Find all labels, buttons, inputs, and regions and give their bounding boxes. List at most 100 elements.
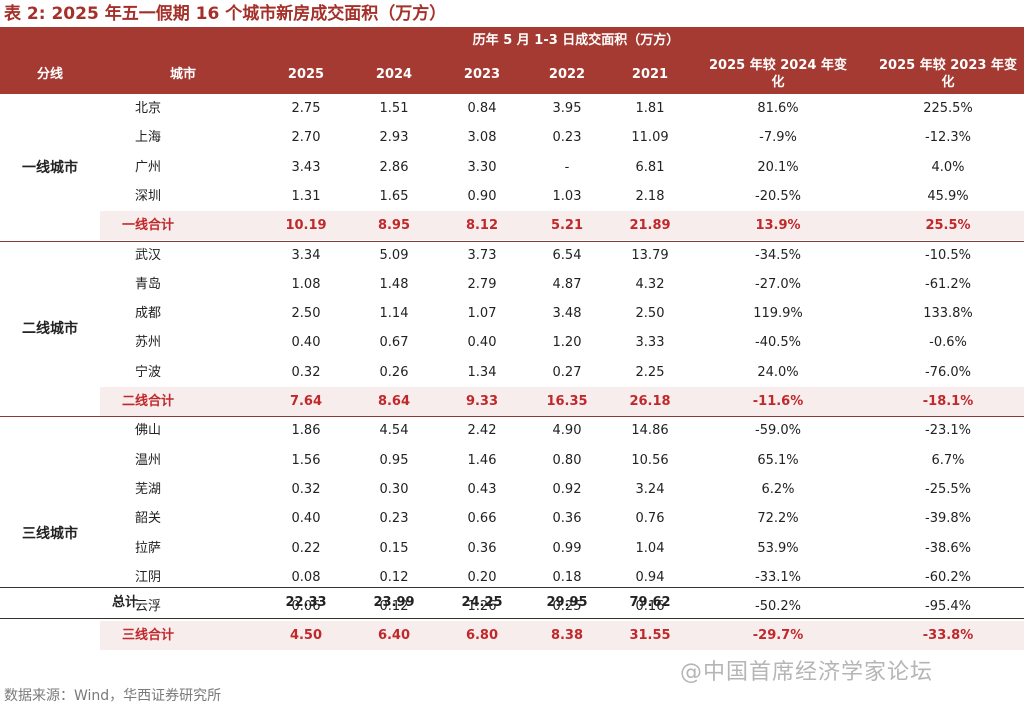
cell-2023: 3.08 [467, 130, 497, 146]
cell-change-2023: -95.4% [925, 599, 971, 615]
header-2025: 2025 [287, 66, 325, 82]
cell-2022: 0.99 [552, 540, 582, 556]
cell-2025: 0.40 [291, 335, 321, 351]
cell-2025: 0.32 [291, 481, 321, 497]
cell-change-2023: 6.7% [931, 452, 965, 468]
cell-change-2024: 20.1% [757, 159, 799, 175]
tier-label: 三线城市 [22, 526, 78, 543]
subtotal-2022: 5.21 [550, 218, 584, 234]
cell-change-2023: -38.6% [925, 540, 971, 556]
cell-change-2023: -60.2% [925, 569, 971, 585]
cell-2021: 2.18 [635, 188, 665, 204]
cell-change-2024: -27.0% [755, 276, 801, 292]
cell-2023: 0.66 [467, 511, 497, 527]
cell-2021: 2.25 [635, 364, 665, 380]
subtotal-row: 二线合计 7.64 8.64 9.33 16.35 26.18 -11.6% -18.1% [100, 387, 1024, 416]
table-row: 拉萨 0.22 0.15 0.36 0.99 1.04 53.9% -38.6% [100, 534, 1024, 563]
table-row: 上海 2.70 2.93 3.08 0.23 11.09 -7.9% -12.3% [100, 123, 1024, 152]
cell-city: 上海 [134, 130, 161, 146]
cell-change-2023: 225.5% [923, 101, 973, 116]
subtotal-2024: 6.40 [377, 628, 411, 644]
header-city: 城市 [169, 66, 196, 82]
subtotal-change-2024: -29.7% [752, 628, 804, 644]
cell-change-2023: -76.0% [925, 364, 971, 380]
cell-2023: 0.84 [467, 101, 497, 116]
table-row: 江阴 0.08 0.12 0.20 0.18 0.94 -33.1% -60.2% [100, 563, 1024, 592]
cell-2025: 0.06 [291, 599, 321, 615]
cell-2025: 2.70 [291, 130, 321, 146]
cell-change-2024: -20.5% [755, 188, 801, 204]
cell-2022: 3.48 [552, 306, 582, 322]
table-row: 成都 2.50 1.14 1.07 3.48 2.50 119.9% 133.8% [100, 299, 1024, 328]
table-row: 北京 2.75 1.51 0.84 3.95 1.81 81.6% 225.5% [100, 94, 1024, 123]
cell-2025: 0.22 [291, 540, 321, 556]
subtotal-2023: 6.80 [465, 628, 499, 644]
cell-change-2024: 119.9% [753, 306, 803, 322]
cell-2022: 0.25 [552, 599, 582, 615]
subtotal-city: 一线合计 [121, 218, 174, 234]
subtotal-2021: 26.18 [629, 394, 671, 409]
subtotal-city: 二线合计 [121, 394, 174, 409]
cell-2024: 2.93 [379, 130, 409, 146]
subtotal-change-2023: 25.5% [925, 218, 971, 234]
table-row: 芜湖 0.32 0.30 0.43 0.92 3.24 6.2% -25.5% [100, 475, 1024, 504]
cell-2025: 2.75 [291, 101, 321, 116]
cell-2025: 2.50 [291, 306, 321, 322]
table-row: 云浮 0.06 0.12 1.26 0.25 0.16 -50.2% -95.4% [100, 592, 1024, 621]
cell-change-2024: -50.2% [755, 599, 801, 615]
cell-2025: 0.40 [291, 511, 321, 527]
total-change-2023 [873, 588, 1023, 618]
cell-2024: 0.95 [379, 452, 409, 468]
table-row: 青岛 1.08 1.48 2.79 4.87 4.32 -27.0% -61.2% [100, 270, 1024, 299]
cell-2023: 0.20 [467, 569, 497, 585]
cell-change-2024: 72.2% [757, 511, 799, 527]
cell-city: 广州 [134, 159, 161, 175]
cell-change-2024: 53.9% [757, 540, 799, 556]
cell-2021: 6.81 [635, 159, 665, 175]
cell-2021: 0.94 [635, 569, 665, 585]
subtotal-change-2024: 13.9% [755, 218, 801, 234]
subtotal-row: 一线合计 10.19 8.95 8.12 5.21 21.89 13.9% 25.5% [100, 211, 1024, 241]
cell-2024: 5.09 [379, 247, 409, 263]
cell-2021: 3.33 [635, 335, 665, 351]
subtotal-2022: 8.38 [550, 628, 584, 644]
cell-2025: 3.34 [291, 247, 321, 263]
cell-2021: 2.50 [635, 306, 665, 322]
total-2021: 79.62 [629, 595, 671, 610]
cell-change-2023: 45.9% [927, 188, 969, 204]
header-2021: 2021 [631, 66, 669, 82]
cell-change-2024: 65.1% [757, 452, 799, 468]
subtotal-2023: 9.33 [465, 394, 499, 409]
cell-change-2023: -61.2% [925, 276, 971, 292]
cell-change-2023: -25.5% [925, 481, 971, 497]
subtotal-change-2024: -11.6% [752, 394, 804, 409]
cell-2021: 0.76 [635, 511, 665, 527]
cell-change-2023: -0.6% [929, 335, 967, 351]
cell-2023: 0.36 [467, 540, 497, 556]
subtotal-2025: 7.64 [289, 394, 323, 409]
cell-2021: 14.86 [631, 423, 669, 439]
cell-city: 温州 [134, 452, 161, 468]
cell-city: 韶关 [134, 511, 161, 527]
cell-city: 武汉 [134, 247, 161, 263]
cell-2024: 0.67 [379, 335, 409, 351]
cell-2021: 11.09 [631, 130, 669, 146]
subtotal-2021: 31.55 [629, 628, 671, 644]
tier-label: 二线城市 [22, 321, 78, 338]
subtotal-2024: 8.95 [377, 218, 411, 234]
cell-city: 苏州 [134, 335, 161, 351]
table-row: 韶关 0.40 0.23 0.66 0.36 0.76 72.2% -39.8% [100, 504, 1024, 533]
cell-2025: 1.08 [291, 276, 321, 292]
cell-2023: 2.42 [467, 423, 497, 439]
cell-2023: 1.07 [467, 306, 497, 322]
cell-city: 青岛 [134, 276, 161, 292]
cell-change-2024: -34.5% [755, 247, 801, 263]
table-row: 武汉 3.34 5.09 3.73 6.54 13.79 -34.5% -10.5% [100, 241, 1024, 270]
cell-2023: 0.40 [467, 335, 497, 351]
cell-city: 北京 [134, 101, 161, 116]
header-2022: 2022 [548, 66, 586, 82]
cell-2023: 2.79 [467, 276, 497, 292]
cell-city: 江阴 [134, 569, 161, 585]
cell-change-2023: -23.1% [925, 423, 971, 439]
cell-city: 佛山 [134, 423, 161, 439]
